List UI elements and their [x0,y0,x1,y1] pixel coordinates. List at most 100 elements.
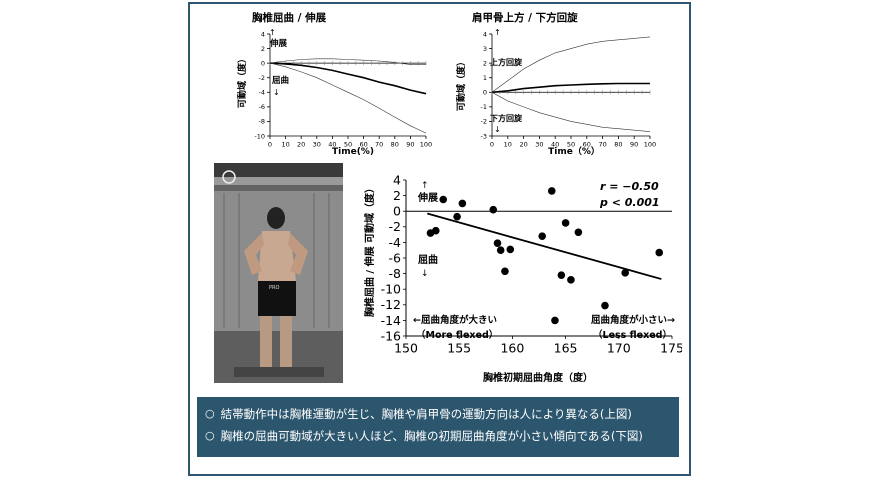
trend-line [427,212,662,280]
y-tick-label: -8 [389,266,402,281]
x-tick-label: 10 [281,141,289,149]
data-point [551,316,559,325]
summary-line-2: ○ 胸椎の屈曲可動域が大きい人ほど、胸椎の初期屈曲角度が小さい傾向である(下図) [205,425,671,447]
y-tick-label: -10 [381,282,401,297]
data-point [561,219,570,227]
label-extension: 伸展 [269,38,288,49]
data-point [601,301,609,310]
y-tick-label: 4 [261,30,265,38]
chart-thoracic-flexion-extension: 胸椎屈曲 / 伸展 可動域（度） Time(%) ↑ 伸展 屈曲 ↓ 420-2… [236,11,432,157]
summary-text-2: 胸椎の屈曲可動域が大きい人ほど、胸椎の初期屈曲角度が小さい傾向である(下図) [220,429,643,443]
series-line-1 [491,36,651,93]
data-point [496,246,505,254]
y-tick-label: 3 [483,45,487,53]
y-tick-label: 0 [393,204,401,219]
arrow-down: ↓ [273,88,280,97]
x-tick-label: 90 [630,141,638,149]
y-tick-label: 2 [483,59,487,67]
y-tick-label: -4 [389,235,402,250]
data-point [547,187,556,195]
y-axis-label: 胸椎屈曲 / 伸展 可動域（度） [363,183,376,317]
x-tick-label: 60 [359,141,367,149]
y-tick-label: -6 [259,103,265,111]
x-tick-label: 30 [535,141,543,149]
y-tick-label: 0 [483,89,487,97]
y-tick-label: -1 [481,103,487,111]
label-less-flexed: 屈曲角度が小さい→ [591,314,675,326]
x-axis-label: Time(%) [332,147,374,157]
label-flexion: 屈曲 [418,253,438,266]
y-axis-label: 可動域（度） [455,57,467,111]
y-tick-label: 2 [393,188,401,203]
y-tick-label: -3 [481,132,487,140]
data-point [489,205,498,214]
label-more-flexed-en: （More flexed） [416,329,498,341]
summary-text-1: 結帯動作中は胸椎運動が生じ、胸椎や肩甲骨の運動方向は人により異なる(上図) [220,407,632,421]
label-less-flexed-en: （Less flexed） [593,329,672,341]
label-more-flexed: ←屈曲角度が大きい [413,314,497,326]
stat-r: r = −0.50 [600,180,659,193]
y-tick-label: 4 [393,172,401,187]
label-flexion: 屈曲 [272,75,289,86]
y-axis-label: 可動域（度） [236,54,248,108]
x-tick-label: 50 [344,141,352,149]
y-tick-label: -8 [259,118,265,126]
arrow-up: ↑ [269,28,276,37]
x-tick-label: 0 [490,141,494,149]
data-point [557,271,566,279]
subject-photo: PRO [214,163,343,383]
label-downward-rotation: 下方回旋 [490,113,523,123]
label-upward-rotation: 上方回旋 [490,57,523,67]
x-tick-label: 90 [406,141,414,149]
y-tick-label: -2 [481,118,487,126]
data-point [431,226,440,235]
arrow-up: ↑ [421,181,429,191]
y-tick-label: -2 [259,74,265,82]
x-tick-label: 100 [644,141,656,149]
arrow-up: ↑ [494,28,501,37]
series-line-1 [269,62,427,95]
x-tick-label: 20 [519,141,527,149]
x-tick-label: 155 [447,341,471,356]
x-tick-label: 50 [567,141,575,149]
x-tick-label: 170 [607,341,631,356]
stat-p: p < 0.001 [599,196,660,209]
chart-scatter-initial-flexion: 胸椎屈曲 / 伸展 可動域（度） 胸椎初期屈曲角度（度） r = −0.50 p… [363,172,682,384]
data-point [574,228,583,237]
arrow-down: ↓ [494,125,501,134]
x-tick-label: 150 [394,341,418,356]
x-axis-label: 胸椎初期屈曲角度（度） [483,371,593,384]
chart-title: 肩甲骨上方 / 下方回旋 [472,11,578,24]
y-tick-label: -2 [389,219,401,234]
y-tick-label: 0 [261,59,265,67]
chart-scapular-rotation: 肩甲骨上方 / 下方回旋 可動域（度） Time（%） ↑ 上方回旋 下方回旋 … [455,11,656,157]
label-extension: 伸展 [417,191,438,204]
y-tick-label: 4 [483,30,487,38]
series-line-2 [491,82,650,94]
shorts-logo: PRO [269,285,279,291]
standing-subject-illustration: PRO [214,163,343,383]
bullet-icon: ○ [205,429,215,442]
x-tick-label: 70 [375,141,383,149]
y-tick-label: 1 [483,74,487,82]
x-tick-label: 160 [500,341,524,356]
y-tick-label: -16 [381,328,401,343]
y-tick-label: -10 [254,132,265,140]
data-point [655,248,664,257]
y-tick-label: -12 [381,297,401,312]
chart-title: 胸椎屈曲 / 伸展 [252,11,327,24]
arrow-down: ↓ [421,269,429,279]
data-point [538,232,546,240]
series-line-3 [491,92,651,132]
x-tick-label: 70 [598,141,606,149]
y-tick-label: -14 [381,313,401,328]
data-point [621,269,629,277]
x-tick-label: 0 [268,141,272,149]
y-tick-label: 2 [261,45,265,53]
summary-line-1: ○ 結帯動作中は胸椎運動が生じ、胸椎や肩甲骨の運動方向は人により異なる(上図) [205,403,671,425]
data-point [493,239,502,247]
x-tick-label: 20 [297,141,305,149]
series-line-3 [269,58,426,65]
x-tick-label: 175 [660,341,682,356]
x-tick-label: 30 [313,141,321,149]
